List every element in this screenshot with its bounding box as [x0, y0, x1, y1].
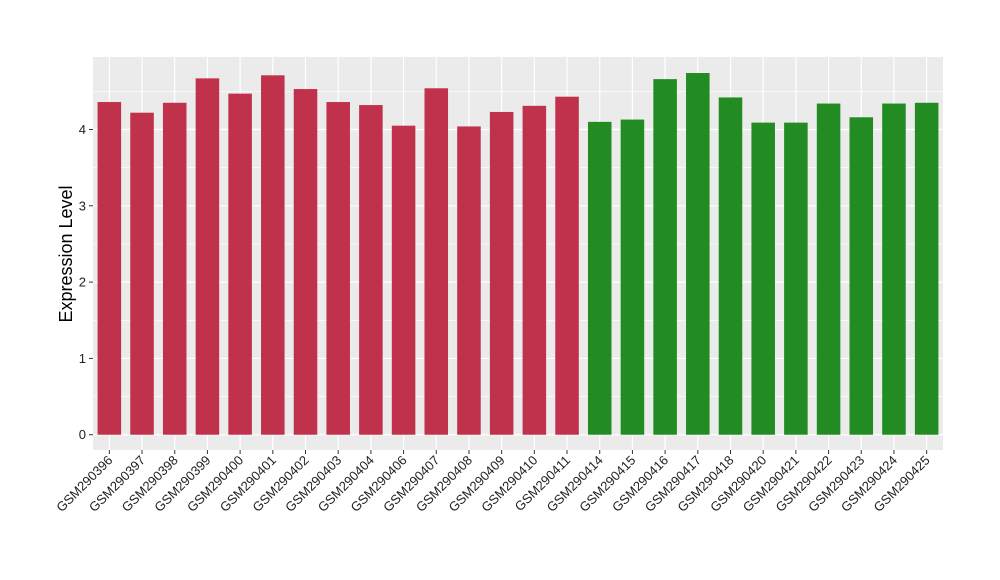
bar-GSM290403 — [326, 102, 350, 435]
bar-GSM290406 — [391, 125, 416, 435]
bar-GSM290407 — [424, 88, 449, 435]
bar-GSM290422 — [816, 103, 841, 435]
y-axis: 0 1 2 3 4 — [79, 122, 93, 442]
bar-GSM290410 — [522, 105, 547, 435]
bar-GSM290400 — [228, 93, 252, 435]
y-tick-label: 3 — [79, 198, 86, 213]
x-axis: GSM290396GSM290397GSM290398GSM290399GSM2… — [53, 450, 933, 515]
bar-GSM290404 — [359, 105, 383, 435]
bars — [97, 73, 939, 435]
bar-GSM290401 — [261, 75, 285, 435]
bar-GSM290417 — [686, 73, 710, 435]
bar-GSM290421 — [784, 122, 808, 435]
y-axis-title: Expression Level — [56, 185, 76, 322]
bar-GSM290414 — [587, 121, 612, 435]
bar-GSM290425 — [914, 102, 939, 435]
bar-GSM290402 — [293, 89, 318, 435]
bar-GSM290396 — [97, 102, 122, 435]
bar-GSM290399 — [195, 78, 220, 435]
bar-GSM290420 — [751, 122, 775, 435]
bar-GSM290409 — [489, 111, 514, 435]
y-tick-label: 4 — [79, 122, 86, 137]
plot-panel — [93, 57, 943, 450]
bar-GSM290424 — [882, 103, 906, 435]
bar-GSM290416 — [653, 79, 677, 435]
bar-GSM290398 — [162, 102, 187, 435]
y-tick-label: 0 — [79, 427, 86, 442]
y-tick-label: 1 — [79, 351, 86, 366]
bar-GSM290423 — [849, 117, 874, 435]
y-tick-label: 2 — [79, 275, 86, 290]
bar-GSM290411 — [555, 96, 579, 435]
bar-GSM290418 — [718, 97, 743, 435]
bar-GSM290408 — [457, 126, 481, 435]
bar-GSM290397 — [130, 112, 154, 435]
bar-GSM290415 — [620, 119, 645, 435]
